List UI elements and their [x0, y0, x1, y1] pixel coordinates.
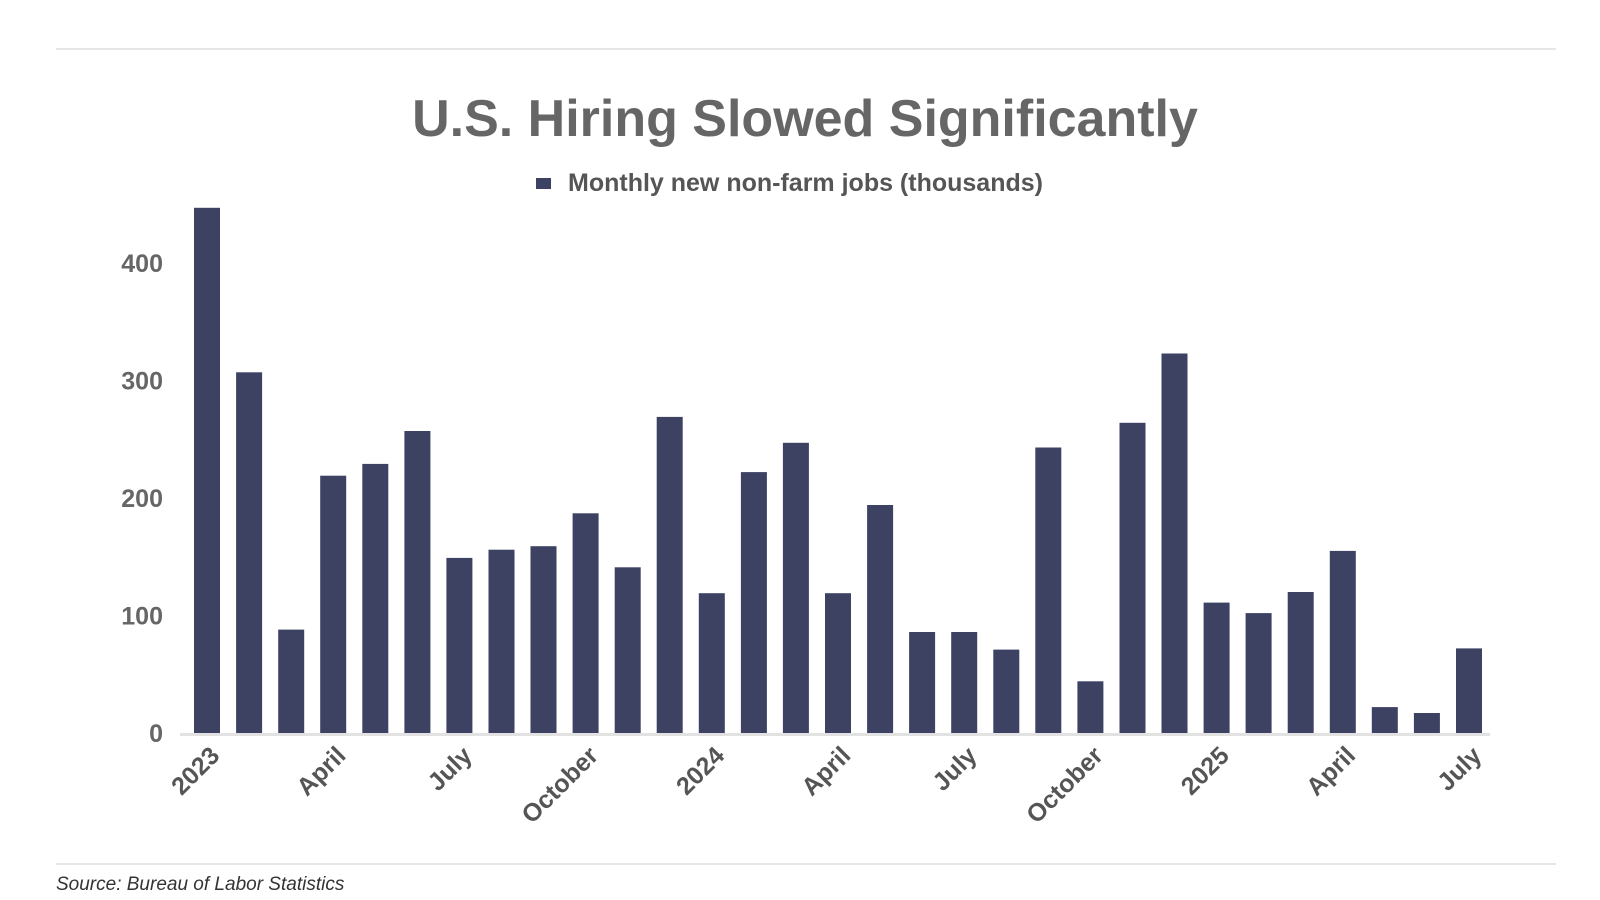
x-tick-label: July: [422, 741, 477, 796]
y-axis: 0 100 200 300 400: [121, 250, 163, 748]
bar: [1119, 422, 1146, 733]
bar: [909, 632, 936, 733]
legend-label: Monthly new non-farm jobs (thousands): [568, 169, 1043, 197]
bar: [867, 505, 894, 733]
bar: [572, 513, 599, 733]
bar: [993, 649, 1020, 733]
bar: [278, 629, 305, 733]
bar: [1371, 707, 1398, 733]
bar: [1245, 613, 1272, 733]
bar: [1287, 592, 1314, 733]
bar: [194, 207, 220, 734]
y-tick-label: 300: [121, 368, 163, 396]
bar: [740, 472, 767, 733]
bar: [1161, 353, 1188, 733]
y-tick-label: 200: [121, 485, 163, 513]
bar: [656, 416, 683, 733]
x-tick-label: 2025: [1176, 741, 1235, 800]
y-tick-label: 100: [121, 603, 163, 631]
bar: [530, 546, 557, 733]
bar: [782, 442, 809, 733]
x-tick-label: 2023: [166, 741, 225, 800]
x-tick-label: April: [1301, 741, 1361, 801]
x-tick-label: 2024: [671, 741, 730, 800]
y-tick-label: 400: [121, 250, 163, 278]
x-tick-label: April: [796, 741, 856, 801]
source-note: Source: Bureau of Labor Statistics: [56, 874, 345, 895]
x-tick-label: October: [516, 741, 604, 829]
bar: [446, 557, 473, 733]
bar: [362, 463, 389, 733]
bar: [1456, 648, 1482, 733]
bar: [236, 372, 263, 733]
bar: [1413, 713, 1440, 733]
x-tick-label: July: [927, 741, 982, 796]
bar: [951, 632, 978, 733]
bar: [488, 549, 515, 733]
bar: [1077, 681, 1104, 733]
x-tick-label: April: [291, 741, 351, 801]
x-tick-label: October: [1021, 741, 1109, 829]
legend: Monthly new non-farm jobs (thousands): [536, 169, 1043, 197]
bar: [1035, 447, 1062, 733]
x-tick-label: July: [1432, 741, 1487, 796]
bar: [1329, 550, 1356, 733]
x-axis: 2023 April July October 2024 April July October…: [166, 741, 1487, 829]
bar: [825, 593, 851, 733]
chart-title: U.S. Hiring Slowed Significantly: [412, 90, 1198, 148]
bar: [320, 475, 347, 733]
bar: [698, 593, 725, 733]
bars: [194, 207, 1482, 734]
y-tick-label: 0: [149, 720, 163, 748]
bar: [1203, 602, 1230, 733]
legend-swatch: [536, 178, 551, 189]
bar: [404, 431, 431, 733]
bar: [614, 567, 641, 733]
